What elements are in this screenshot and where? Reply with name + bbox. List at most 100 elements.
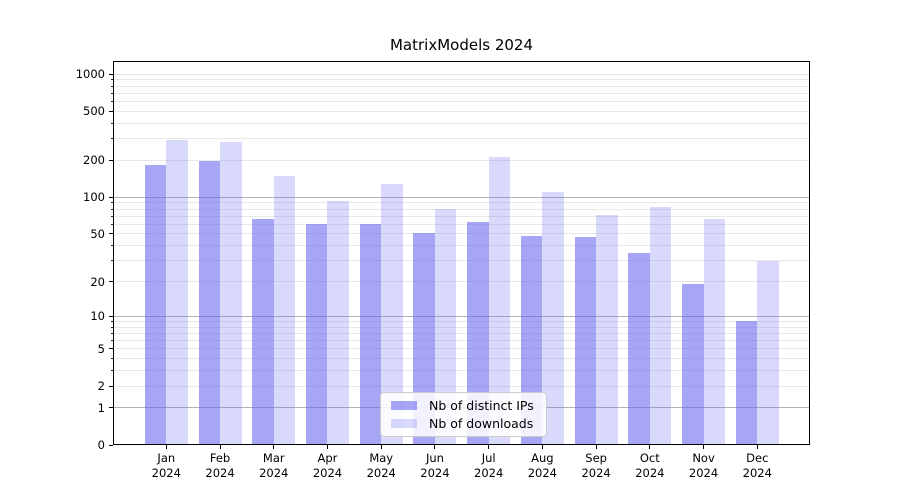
bar-downloads [757, 260, 779, 445]
x-tick-month: Oct [639, 451, 660, 465]
legend-swatch-distinct-ips [391, 400, 417, 410]
y-tick-label: 0 [97, 438, 105, 452]
y-minor-tick-mark [110, 340, 113, 342]
minor-gridline [113, 73, 810, 75]
y-minor-tick-mark [110, 215, 113, 217]
y-tick-label: 10 [90, 309, 105, 324]
minor-gridline [113, 370, 810, 372]
y-tick-mark [109, 348, 113, 350]
x-tick-year: 2024 [581, 466, 611, 480]
minor-gridline [113, 202, 810, 204]
x-tick-year: 2024 [366, 466, 396, 480]
y-tick-mark [109, 315, 113, 317]
minor-gridline [113, 138, 810, 140]
y-tick-label: 1 [97, 400, 105, 415]
y-tick-label: 5 [97, 341, 105, 356]
y-minor-tick-mark [110, 202, 113, 204]
x-tick-label: Mar 2024 [242, 451, 306, 481]
x-tick-month: Jun [425, 451, 444, 465]
minor-gridline [113, 122, 810, 124]
y-minor-tick-mark [110, 260, 113, 262]
y-minor-tick-mark [110, 320, 113, 322]
bar-downloads [273, 176, 296, 445]
x-tick-mark [649, 445, 651, 449]
x-tick-year: 2024 [635, 466, 665, 480]
x-tick-year: 2024 [527, 466, 558, 480]
y-minor-tick-mark [110, 101, 113, 103]
x-tick-year: 2024 [205, 466, 235, 480]
x-tick-mark [703, 445, 705, 449]
y-minor-tick-mark [110, 92, 113, 94]
legend-label-downloads: Nb of downloads [429, 416, 534, 432]
minor-gridline [113, 233, 810, 235]
x-tick-label: Jul 2024 [457, 451, 521, 481]
bar-downloads [381, 183, 403, 445]
x-tick-label: Feb 2024 [188, 451, 252, 481]
minor-gridline [113, 245, 810, 247]
y-minor-tick-mark [110, 326, 113, 328]
y-tick-mark [109, 281, 113, 283]
bar-distinct-ips [305, 223, 328, 445]
bar-distinct-ips [467, 221, 489, 445]
x-tick-month: Jul [481, 451, 496, 465]
y-minor-tick-mark [110, 358, 113, 360]
bar-distinct-ips [252, 218, 274, 445]
x-tick-label: Apr 2024 [295, 451, 359, 481]
y-minor-tick-mark [110, 122, 113, 124]
major-gridline [113, 315, 810, 317]
bar-distinct-ips [144, 164, 167, 445]
bar-downloads [434, 209, 457, 445]
y-tick-mark [109, 385, 113, 387]
x-tick-mark [219, 445, 221, 449]
y-tick-mark [109, 159, 113, 161]
x-tick-mark [595, 445, 597, 449]
x-tick-label: Sep 2024 [564, 451, 628, 481]
y-tick-label: 500 [83, 104, 105, 119]
legend-label-distinct-ips: Nb of distinct IPs [429, 397, 534, 413]
minor-gridline [113, 320, 810, 322]
minor-gridline [113, 326, 810, 328]
y-tick-mark [109, 444, 113, 446]
x-tick-year: 2024 [420, 466, 450, 480]
chart-title: MatrixModels 2024 [389, 36, 534, 54]
x-tick-mark [541, 445, 543, 449]
x-tick-label: Dec 2024 [725, 451, 789, 481]
y-tick-label: 50 [90, 226, 105, 241]
major-gridline [113, 196, 810, 198]
y-minor-tick-mark [110, 138, 113, 140]
y-tick-label: 1000 [75, 67, 105, 82]
bar-distinct-ips [574, 237, 597, 445]
x-tick-month: Sep [585, 451, 607, 465]
minor-gridline [113, 79, 810, 81]
y-minor-tick-mark [110, 332, 113, 334]
x-tick-label: Jan 2024 [134, 451, 198, 481]
bar-downloads [488, 157, 511, 445]
bar-distinct-ips [735, 321, 758, 445]
minor-gridline [113, 358, 810, 360]
x-tick-month: Nov [692, 451, 715, 465]
bar-distinct-ips [628, 252, 650, 445]
x-tick-year: 2024 [259, 466, 289, 480]
bar-distinct-ips [682, 284, 704, 445]
bar-downloads [327, 201, 349, 445]
minor-gridline [113, 110, 810, 112]
y-tick-label: 100 [83, 190, 105, 205]
y-tick-mark [109, 196, 113, 198]
bar-distinct-ips [198, 161, 221, 445]
x-tick-mark [380, 445, 382, 449]
x-tick-month: Mar [262, 451, 285, 465]
y-tick-label: 20 [90, 274, 105, 289]
minor-gridline [113, 260, 810, 262]
x-tick-mark [756, 445, 758, 449]
minor-gridline [113, 332, 810, 334]
bar-downloads [220, 142, 242, 445]
y-minor-tick-mark [110, 85, 113, 87]
minor-gridline [113, 159, 810, 161]
minor-gridline [113, 215, 810, 217]
x-tick-mark [326, 445, 328, 449]
x-tick-year: 2024 [742, 466, 772, 480]
bar-distinct-ips [359, 223, 382, 445]
x-tick-year: 2024 [474, 466, 504, 480]
minor-gridline [113, 85, 810, 87]
minor-gridline [113, 101, 810, 103]
